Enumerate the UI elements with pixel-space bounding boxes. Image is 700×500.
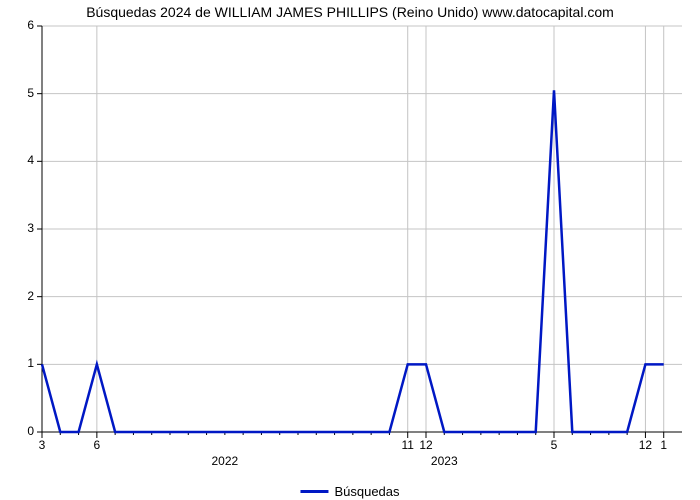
legend-label: Búsquedas (334, 484, 399, 499)
year-label: 2022 (211, 454, 238, 468)
y-tick-label: 2 (27, 289, 34, 303)
y-tick-label: 1 (27, 356, 34, 370)
year-label: 2023 (431, 454, 458, 468)
y-tick-label: 4 (27, 153, 34, 167)
y-tick-label: 0 (27, 424, 34, 438)
legend-swatch (300, 490, 328, 493)
x-tick-label: 12 (419, 438, 432, 452)
y-tick-label: 3 (27, 221, 34, 235)
y-tick-label: 5 (27, 86, 34, 100)
chart-title: Búsquedas 2024 de WILLIAM JAMES PHILLIPS… (0, 4, 700, 20)
x-tick-label: 1 (660, 438, 667, 452)
x-tick-label: 3 (39, 438, 46, 452)
chart-container: Búsquedas 2024 de WILLIAM JAMES PHILLIPS… (0, 0, 700, 500)
chart-plot (42, 26, 682, 432)
x-tick-label: 12 (639, 438, 652, 452)
x-tick-label: 6 (94, 438, 101, 452)
x-tick-label: 5 (551, 438, 558, 452)
chart-legend: Búsquedas (300, 484, 399, 499)
y-tick-label: 6 (27, 18, 34, 32)
x-tick-label: 11 (401, 438, 413, 452)
